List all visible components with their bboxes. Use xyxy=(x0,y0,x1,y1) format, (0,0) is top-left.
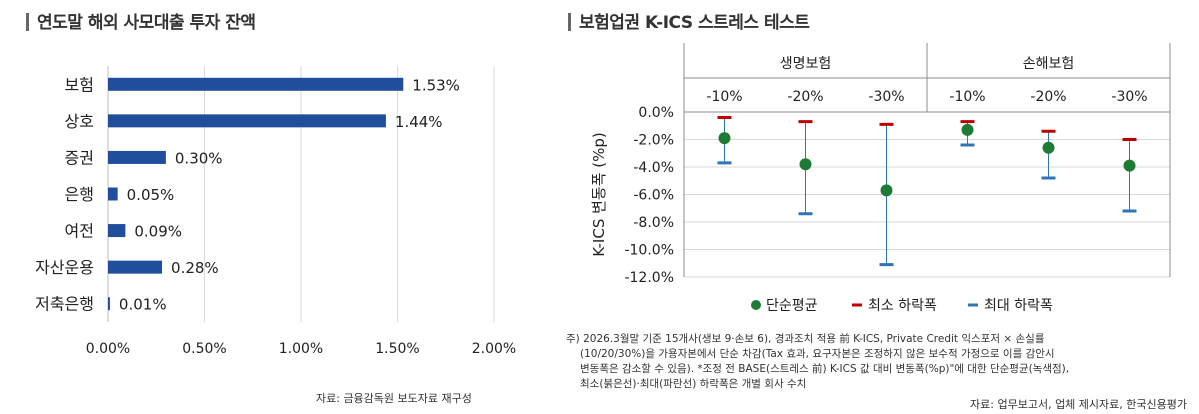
y-tick-label: -10.0% xyxy=(624,243,674,259)
bar xyxy=(108,260,163,274)
category-label: 상호 xyxy=(65,112,94,131)
average-point xyxy=(718,132,731,145)
category-label: 은행 xyxy=(65,185,94,204)
scenario-label: -10% xyxy=(949,89,985,105)
category-label: 자산운용 xyxy=(35,258,94,277)
left-chart-title: 연도말 해외 사모대출 투자 잔액 xyxy=(26,8,256,33)
category-label: 저축은행 xyxy=(35,295,94,314)
legend-average-label: 단순평균 xyxy=(766,298,818,314)
scenario-label: -20% xyxy=(787,89,823,105)
category-label: 보험 xyxy=(65,75,94,94)
category-label: 여전 xyxy=(65,222,94,241)
y-tick-label: 0.0% xyxy=(638,105,674,121)
scenario-label: -30% xyxy=(1111,89,1147,105)
y-tick-label: -12.0% xyxy=(624,270,674,286)
legend-max-label: 최대 하락폭 xyxy=(984,298,1053,314)
footnote-line: 최소(붉은선)·최대(파란선) 하락폭은 개별 회사 수치 xyxy=(580,378,807,390)
average-point xyxy=(1042,141,1055,154)
average-point xyxy=(961,123,974,136)
data-label: 0.30% xyxy=(175,149,223,167)
stress-test-chart: 0.0% -2.0% -4.0% -6.0% -8.0% -10.0% -12.0% K-IC… xyxy=(590,43,1171,314)
x-tick-label: 0.50% xyxy=(182,341,226,357)
scenario-label: -30% xyxy=(868,89,904,105)
bar xyxy=(108,297,110,311)
y-tick-label: -6.0% xyxy=(633,188,674,204)
footnote: 주) 2026.3월말 기준 15개사(생보 9·손보 6), 경과조치 적용 … xyxy=(566,332,1192,392)
bar xyxy=(108,150,166,164)
x-tick-label: 1.00% xyxy=(279,341,323,357)
y-tick-label: -8.0% xyxy=(633,215,674,231)
y-axis-title: K-ICS 변동폭 (%p) xyxy=(590,132,608,257)
x-tick-label: 2.00% xyxy=(472,341,516,357)
x-tick-label: 0.00% xyxy=(86,341,130,357)
data-label: 0.28% xyxy=(171,259,219,277)
bar xyxy=(108,187,118,201)
y-tick-label: -2.0% xyxy=(633,133,674,149)
left-chart-title-text: 연도말 해외 사모대출 투자 잔액 xyxy=(37,13,256,33)
bar xyxy=(108,224,126,238)
x-tick-label: 1.50% xyxy=(375,341,419,357)
right-chart-title: 보험업권 K-ICS 스트레스 테스트 xyxy=(568,8,810,33)
average-point xyxy=(799,158,812,171)
legend-min-label: 최소 하락폭 xyxy=(868,298,937,314)
data-label: 0.09% xyxy=(134,223,182,241)
y-tick-label: -4.0% xyxy=(633,160,674,176)
legend-average-marker xyxy=(751,300,761,310)
data-label: 1.44% xyxy=(395,113,443,131)
footnote-line: 변동폭은 감소할 수 있음). *조정 전 BASE(스트레스 前) K-ICS… xyxy=(580,363,1070,375)
group-label: 생명보험 xyxy=(780,56,832,72)
category-label: 증권 xyxy=(65,148,94,167)
left-source-text: 자료: 금융감독원 보도자료 재구성 xyxy=(316,392,472,405)
bar xyxy=(108,114,386,128)
bar xyxy=(108,77,404,91)
title-accent-bar xyxy=(568,13,571,31)
average-point xyxy=(880,184,893,197)
average-point xyxy=(1123,159,1136,172)
title-accent-bar xyxy=(26,13,29,31)
scenario-label: -20% xyxy=(1030,89,1066,105)
scenario-label: -10% xyxy=(706,89,742,105)
data-label: 1.53% xyxy=(412,76,460,94)
bar-chart: 0.00% 0.50% 1.00% 1.50% 2.00% 보험 1.53% 상호 1.44% 증… xyxy=(35,66,516,357)
right-source-text: 자료: 업무보고서, 업체 제시자료, 한국신용평가 xyxy=(970,398,1187,411)
footnote-line: 주) 2026.3월말 기준 15개사(생보 9·손보 6), 경과조치 적용 … xyxy=(566,333,1045,345)
footnote-line: (10/20/30%)을 가용자본에서 단순 차감(Tax 효과, 요구자본은 … xyxy=(580,348,1055,360)
group-label: 손해보험 xyxy=(1023,56,1075,72)
data-label: 0.01% xyxy=(119,296,167,314)
data-label: 0.05% xyxy=(127,186,175,204)
right-chart-title-text: 보험업권 K-ICS 스트레스 테스트 xyxy=(579,13,810,33)
